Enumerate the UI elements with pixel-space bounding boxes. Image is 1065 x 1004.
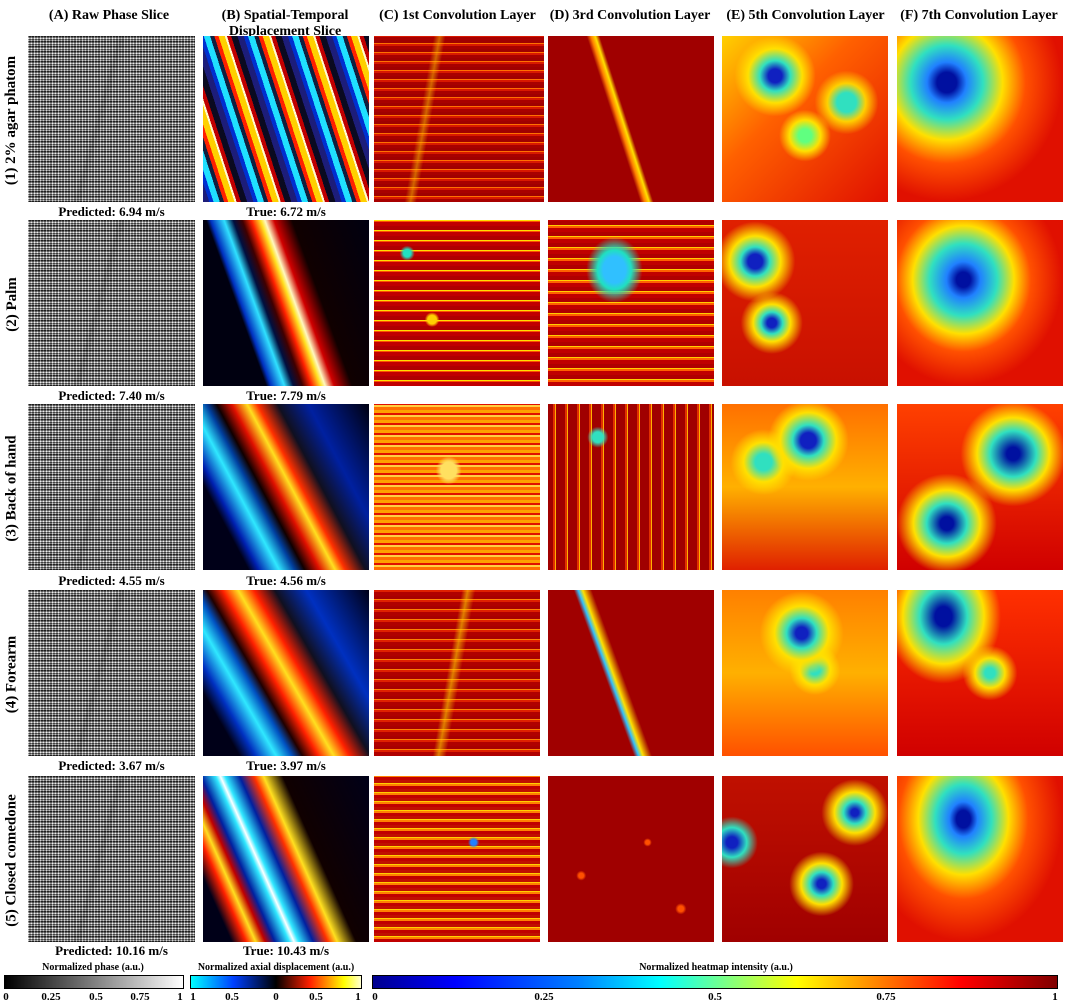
displacement-slice	[203, 776, 369, 942]
conv3-heatmap	[548, 404, 714, 570]
conv7-heatmap	[897, 404, 1063, 570]
phase-colorbar-tick: 0	[3, 991, 9, 1003]
predicted-velocity: Predicted: 7.40 m/s	[58, 388, 165, 403]
conv5-heatmap	[722, 404, 888, 570]
row-label-closed-comedone: (5) Closed comedone	[3, 793, 20, 927]
conv3-heatmap	[548, 36, 714, 202]
conv3-heatmap	[548, 220, 714, 386]
column-header-conv1: (C) 1st Convolution Layer	[379, 8, 536, 23]
conv1-heatmap	[374, 404, 540, 570]
true-velocity: True: 10.43 m/s	[242, 943, 330, 958]
phase-colorbar-tick: 0.75	[130, 991, 150, 1003]
conv7-heatmap	[897, 590, 1063, 756]
conv7-heatmap	[897, 776, 1063, 942]
conv5-heatmap	[722, 776, 888, 942]
displacement-slice	[203, 590, 369, 756]
heatmap-colorbar-tick: 0	[372, 991, 378, 1003]
column-header-conv7: (F) 7th Convolution Layer	[900, 8, 1058, 23]
phase-colorbar-title: Normalized phase (a.u.)	[42, 962, 144, 973]
phase-colorbar	[4, 975, 184, 989]
displacement-colorbar-tick: 1	[355, 991, 361, 1003]
conv5-heatmap	[722, 220, 888, 386]
column-header-conv5: (E) 5th Convolution Layer	[726, 8, 885, 23]
conv3-heatmap	[548, 776, 714, 942]
raw-phase-slice	[28, 220, 195, 386]
row-label-back-of-hand: (3) Back of hand	[3, 434, 20, 542]
conv1-heatmap	[374, 590, 540, 756]
conv5-heatmap	[722, 36, 888, 202]
heatmap-colorbar-tick: 0.5	[708, 991, 722, 1003]
predicted-velocity: Predicted: 4.55 m/s	[58, 573, 165, 588]
displacement-colorbar-tick: 1	[190, 991, 196, 1003]
row-label-agar: (1) 2% agar phatom	[3, 55, 20, 185]
column-header-raw-phase: (A) Raw Phase Slice	[48, 8, 170, 23]
conv3-heatmap	[548, 590, 714, 756]
heatmap-colorbar-tick: 1	[1052, 991, 1058, 1003]
phase-colorbar-tick: 0.25	[41, 991, 61, 1003]
column-header-conv3: (D) 3rd Convolution Layer	[549, 8, 711, 23]
predicted-velocity: Predicted: 6.94 m/s	[58, 204, 165, 219]
displacement-slice	[203, 220, 369, 386]
raw-phase-slice	[28, 776, 195, 942]
predicted-velocity: Predicted: 3.67 m/s	[58, 758, 165, 773]
conv1-heatmap	[374, 776, 540, 942]
true-velocity: True: 7.79 m/s	[246, 388, 326, 403]
true-velocity: True: 4.56 m/s	[246, 573, 326, 588]
heatmap-colorbar-tick: 0.75	[876, 991, 896, 1003]
conv1-heatmap	[374, 36, 544, 202]
raw-phase-slice	[28, 36, 195, 202]
raw-phase-slice	[28, 590, 195, 756]
row-label-palm: (2) Palm	[3, 276, 20, 332]
true-velocity: True: 3.97 m/s	[246, 758, 326, 773]
true-velocity: True: 6.72 m/s	[246, 204, 326, 219]
phase-colorbar-tick: 1	[177, 991, 183, 1003]
heatmap-colorbar	[372, 975, 1058, 989]
heatmap-colorbar-tick: 0.25	[534, 991, 554, 1003]
displacement-colorbar-title: Normalized axial displacement (a.u.)	[197, 962, 355, 973]
displacement-colorbar-tick: 0.5	[225, 991, 239, 1003]
phase-colorbar-tick: 0.5	[89, 991, 103, 1003]
displacement-slice	[203, 36, 369, 202]
displacement-colorbar-tick: 0.5	[309, 991, 323, 1003]
raw-phase-slice	[28, 404, 195, 570]
displacement-colorbar-tick: 0	[273, 991, 279, 1003]
conv1-heatmap	[374, 220, 540, 386]
predicted-velocity: Predicted: 10.16 m/s	[55, 943, 168, 958]
conv5-heatmap	[722, 590, 888, 756]
conv7-heatmap	[897, 36, 1063, 202]
row-label-forearm: (4) Forearm	[3, 635, 20, 713]
displacement-slice	[203, 404, 369, 570]
heatmap-colorbar-title: Normalized heatmap intensity (a.u.)	[639, 962, 793, 973]
column-header-displacement: (B) Spatial-Temporal Displacement Slice	[221, 8, 349, 39]
displacement-colorbar	[190, 975, 362, 989]
conv7-heatmap	[897, 220, 1063, 386]
